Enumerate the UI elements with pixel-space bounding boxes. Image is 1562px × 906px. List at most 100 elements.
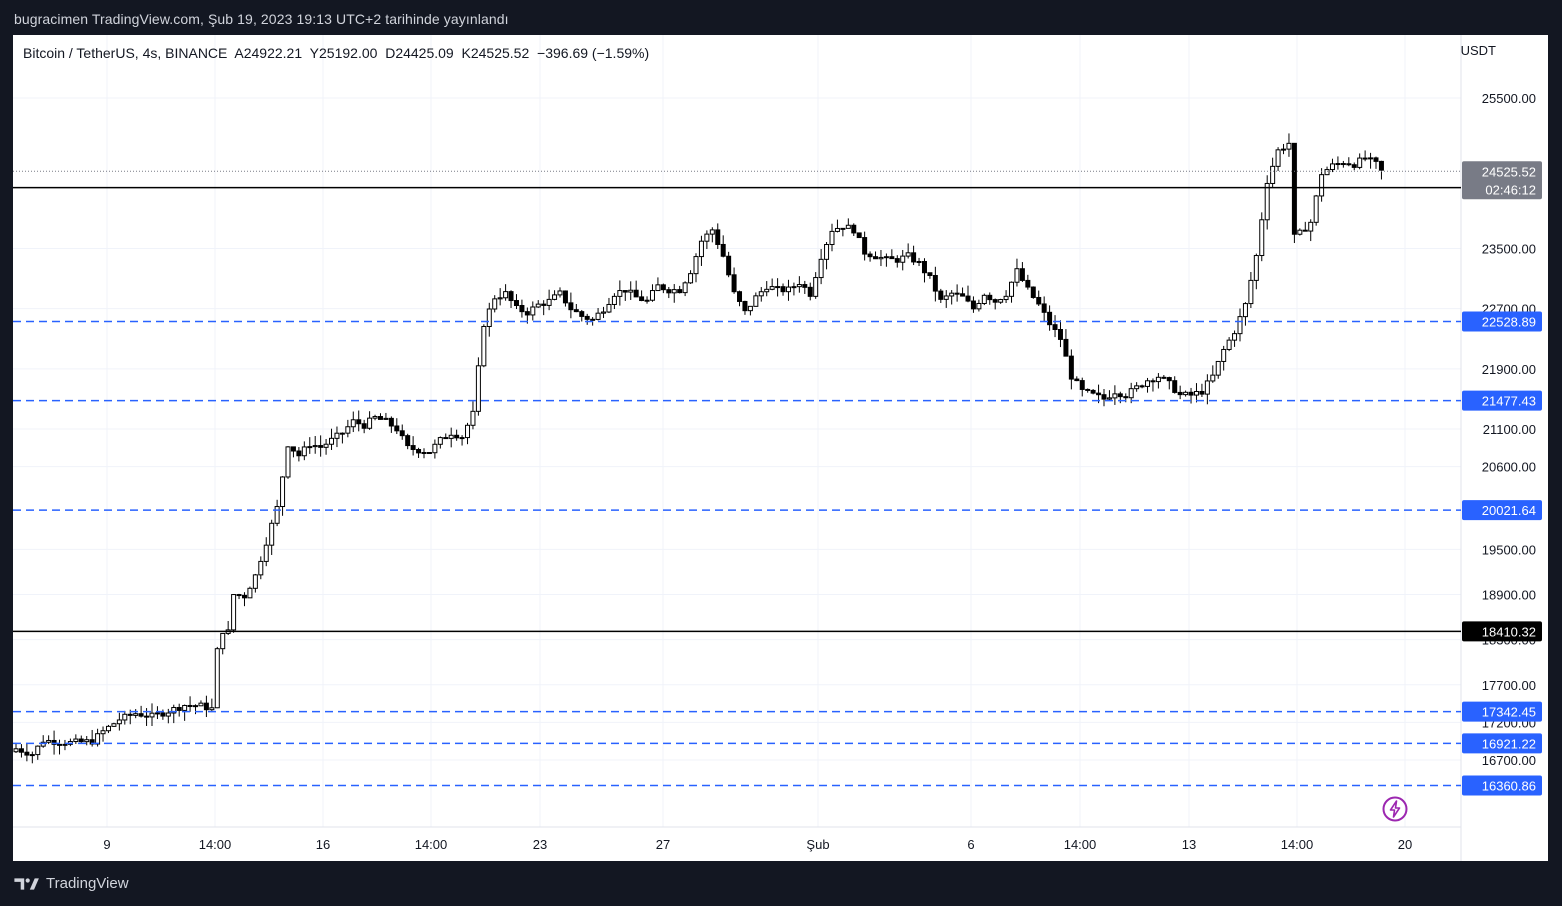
candle — [726, 251, 732, 278]
flash-icon[interactable] — [1382, 796, 1408, 822]
candle — [541, 300, 547, 316]
candle — [943, 290, 949, 308]
candle-down — [236, 594, 242, 597]
candle — [285, 446, 291, 479]
candle-up — [1210, 374, 1216, 382]
candle-up — [709, 229, 715, 235]
candle-down — [454, 434, 460, 439]
candle — [225, 620, 231, 635]
candle — [1166, 376, 1172, 390]
candle-up — [459, 437, 465, 440]
legend-low-label: D — [385, 45, 396, 61]
candle — [682, 281, 688, 297]
candle — [791, 282, 797, 296]
candle-up — [503, 291, 509, 299]
candle-down — [1161, 376, 1167, 379]
candle-up — [1270, 165, 1276, 184]
candle-up — [214, 648, 220, 709]
candle — [437, 436, 443, 449]
candle-up — [263, 544, 269, 562]
candle-down — [144, 715, 150, 718]
candle-up — [916, 260, 922, 263]
footer-branding[interactable]: TradingView — [14, 875, 129, 892]
chart-panel[interactable]: 25500.00 23500.00 22700.00 21900.00 21100.00… — [13, 35, 1548, 861]
candle — [1291, 142, 1297, 244]
candle — [1204, 374, 1210, 405]
candle — [35, 745, 41, 760]
candle — [13, 742, 19, 753]
candle-up — [383, 417, 389, 420]
candle-up — [557, 290, 563, 296]
candle — [459, 435, 465, 446]
candle-up — [1112, 393, 1118, 399]
candle — [1221, 345, 1227, 371]
candle-up — [595, 312, 601, 320]
candle-up — [655, 284, 661, 292]
candle — [312, 436, 318, 454]
candle-down — [388, 417, 394, 427]
candle — [1199, 383, 1205, 398]
candle — [1128, 382, 1134, 404]
candle — [377, 413, 383, 420]
candle — [1112, 385, 1118, 405]
candle-up — [1275, 149, 1281, 167]
price-level-badge — [1462, 500, 1542, 521]
candle-down — [203, 702, 209, 711]
candle-up — [1297, 229, 1303, 235]
candle-down — [1123, 396, 1129, 399]
candlestick-chart[interactable]: 25500.0023500.0022700.0021900.0021100.00… — [13, 35, 1548, 861]
candle-up — [704, 233, 710, 242]
candle — [307, 437, 313, 454]
candle-down — [921, 260, 927, 274]
candle — [280, 476, 286, 516]
candle — [290, 446, 296, 458]
candle-up — [475, 365, 481, 412]
candle — [1030, 286, 1036, 299]
price-tick-label: 17700.00 — [1482, 678, 1536, 693]
candle — [214, 646, 220, 709]
price-level-label: 21477.43 — [1482, 394, 1536, 409]
candle — [747, 305, 753, 316]
price-tick-label: 19500.00 — [1482, 542, 1536, 557]
candle-down — [954, 292, 960, 295]
candle — [802, 280, 808, 294]
candle — [1248, 271, 1254, 308]
candle-up — [252, 574, 258, 589]
candle-down — [1150, 380, 1156, 383]
candle-up — [764, 288, 770, 293]
candle-up — [1221, 348, 1227, 362]
candle — [1188, 387, 1194, 404]
candle — [873, 251, 879, 260]
candle — [209, 698, 215, 713]
candle-down — [410, 445, 416, 450]
candle — [1259, 212, 1265, 262]
candle — [105, 724, 111, 734]
candle-down — [1057, 328, 1063, 340]
candle-down — [775, 286, 781, 289]
candle-up — [280, 476, 286, 508]
candle-down — [426, 452, 432, 455]
candle — [345, 419, 351, 438]
candle-down — [1047, 311, 1053, 326]
candle-up — [949, 292, 955, 297]
candle-up — [470, 410, 476, 426]
candle-up — [1145, 380, 1151, 387]
candle — [1275, 147, 1281, 172]
candle — [1090, 389, 1096, 395]
candle-up — [312, 445, 318, 448]
candle-down — [573, 309, 579, 313]
candle-down — [24, 751, 30, 756]
candle — [334, 426, 340, 448]
candle — [1210, 365, 1216, 383]
candle — [1074, 376, 1080, 382]
candle — [372, 414, 378, 421]
candle — [644, 296, 650, 304]
candle — [1378, 160, 1384, 180]
candle-up — [818, 258, 824, 279]
candle — [949, 290, 955, 305]
candle-down — [1036, 296, 1042, 305]
candle-down — [1090, 389, 1096, 394]
candle — [301, 441, 307, 461]
time-tick-label: 20 — [1398, 837, 1412, 852]
candle-up — [339, 432, 345, 435]
